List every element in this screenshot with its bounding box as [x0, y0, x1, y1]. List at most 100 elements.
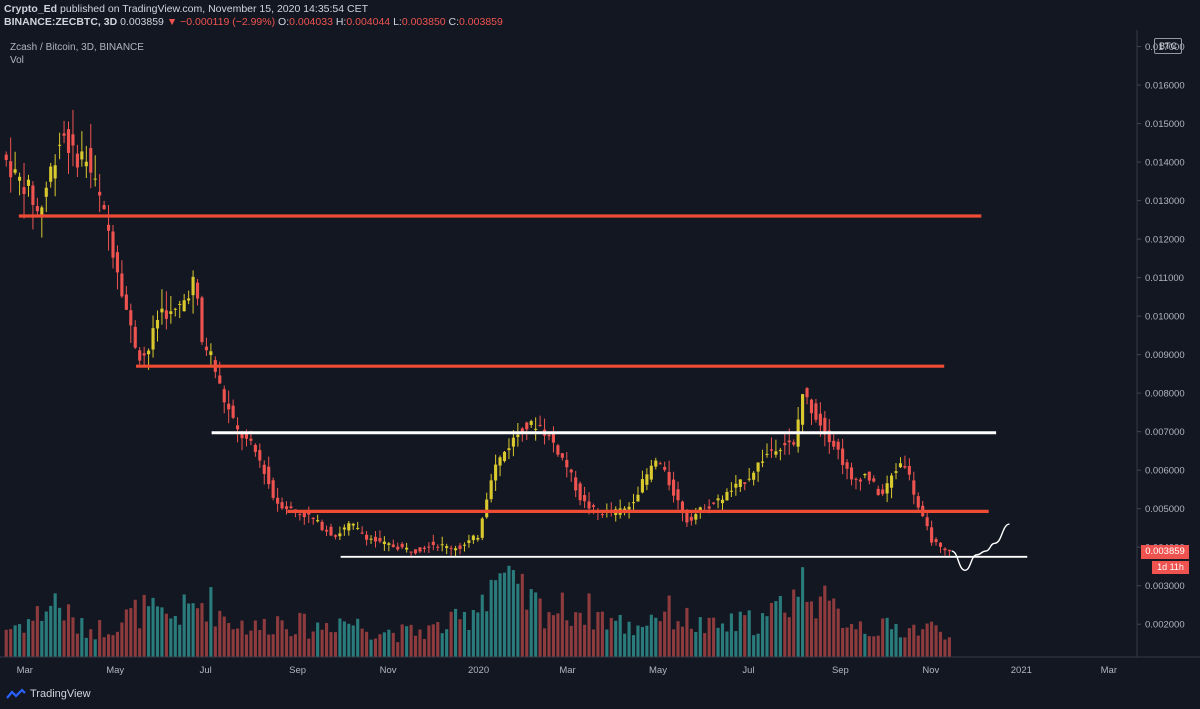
volume-bar — [58, 607, 62, 657]
volume-bar — [106, 634, 111, 657]
volume-bar — [658, 621, 662, 657]
candle-body — [930, 527, 934, 543]
volume-bar — [689, 628, 693, 657]
candle-body — [200, 297, 204, 343]
candle-body — [307, 511, 311, 515]
candle-body — [182, 300, 186, 312]
tradingview-logo[interactable]: TradingView — [6, 688, 91, 700]
candle-body — [405, 547, 409, 550]
candle-body — [569, 469, 573, 473]
volume-bar — [284, 629, 289, 657]
candle-body — [587, 501, 591, 509]
candle-body — [912, 480, 916, 495]
volume-bar — [382, 632, 386, 657]
volume-bar — [66, 604, 71, 657]
volume-bar — [921, 629, 925, 657]
candle-body — [44, 187, 48, 197]
candle-body — [627, 506, 631, 510]
volume-bar — [707, 617, 711, 657]
volume-bar — [654, 617, 658, 657]
candle-body — [551, 433, 556, 443]
volume-bar — [129, 608, 133, 657]
candle-body — [178, 303, 182, 305]
volume-bar — [583, 624, 587, 657]
candle-body — [876, 488, 880, 496]
volume-bar — [752, 635, 756, 657]
volume-bar — [849, 623, 854, 657]
volume-bar — [836, 608, 840, 657]
volume-bar — [520, 573, 524, 657]
time-tick-label: Nov — [380, 665, 397, 676]
tradingview-icon — [6, 688, 26, 699]
volume-bar — [227, 623, 231, 657]
candle-body — [115, 252, 120, 273]
author-name[interactable]: Crypto_Ed — [4, 3, 58, 15]
candle-body — [520, 428, 524, 434]
series-legend[interactable]: Zcash / Bitcoin, 3D, BINANCE — [10, 42, 144, 53]
volume-bar — [881, 618, 885, 657]
candle-body — [31, 185, 35, 205]
volume-bar — [547, 612, 551, 657]
volume-bar — [191, 603, 195, 657]
volume-bar — [898, 637, 903, 657]
candle-body — [13, 169, 17, 173]
candle-body — [262, 464, 266, 474]
volume-bar — [187, 603, 191, 657]
volume-legend[interactable]: Vol — [10, 55, 24, 66]
volume-bar — [311, 631, 315, 657]
candle-body — [142, 353, 146, 356]
volume-bar — [164, 613, 168, 657]
volume-bar — [525, 609, 529, 657]
candle-body — [280, 502, 284, 509]
price-tick-label: 0.007000 — [1145, 427, 1185, 438]
volume-bar — [756, 633, 760, 657]
volume-bar — [400, 624, 404, 657]
volume-bar — [934, 625, 938, 657]
volume-bar — [480, 594, 484, 657]
volume-bar — [316, 622, 320, 657]
candle-body — [845, 462, 849, 469]
candle-body — [240, 433, 244, 439]
candle-body — [943, 548, 947, 551]
volume-bar — [31, 620, 35, 657]
candle-body — [75, 153, 79, 168]
volume-bar — [436, 622, 440, 657]
volume-bar — [62, 620, 66, 657]
candle-body — [302, 509, 306, 518]
volume-bar — [729, 613, 733, 657]
volume-bar — [600, 611, 604, 657]
candle-body — [849, 467, 854, 480]
volume-bar — [124, 609, 128, 657]
candle-body — [49, 166, 53, 182]
candle-body — [783, 443, 787, 446]
candle-body — [436, 546, 440, 548]
candle-body — [298, 514, 302, 516]
candle-body — [22, 187, 26, 195]
candle-body — [333, 535, 338, 537]
price-tick-label: 0.009000 — [1145, 350, 1185, 361]
candle-body — [676, 489, 680, 501]
candle-body — [236, 425, 240, 430]
candle-body — [747, 478, 751, 480]
candle-body — [560, 453, 564, 458]
volume-bar — [649, 614, 653, 657]
volume-bar — [845, 627, 849, 657]
price-tick-label: 0.011000 — [1145, 273, 1184, 284]
candle-body — [529, 421, 533, 425]
price-tick-label: 0.015000 — [1145, 119, 1185, 130]
candle-body — [471, 535, 475, 541]
volume-bar — [743, 615, 747, 657]
candle-body — [147, 350, 151, 355]
volume-bar — [827, 600, 831, 657]
publish-text: published on TradingView.com, November 1… — [57, 3, 369, 15]
volume-bar — [329, 632, 333, 657]
candle-body — [832, 440, 836, 447]
price-change: −0.000119 (−2.99%) — [180, 16, 276, 28]
candle-body — [947, 549, 951, 552]
candle-body — [685, 512, 689, 523]
volume-bar — [262, 618, 266, 657]
candle-body — [898, 463, 903, 468]
candle-body — [351, 523, 355, 526]
currency-badge[interactable]: BTC — [1154, 38, 1182, 54]
